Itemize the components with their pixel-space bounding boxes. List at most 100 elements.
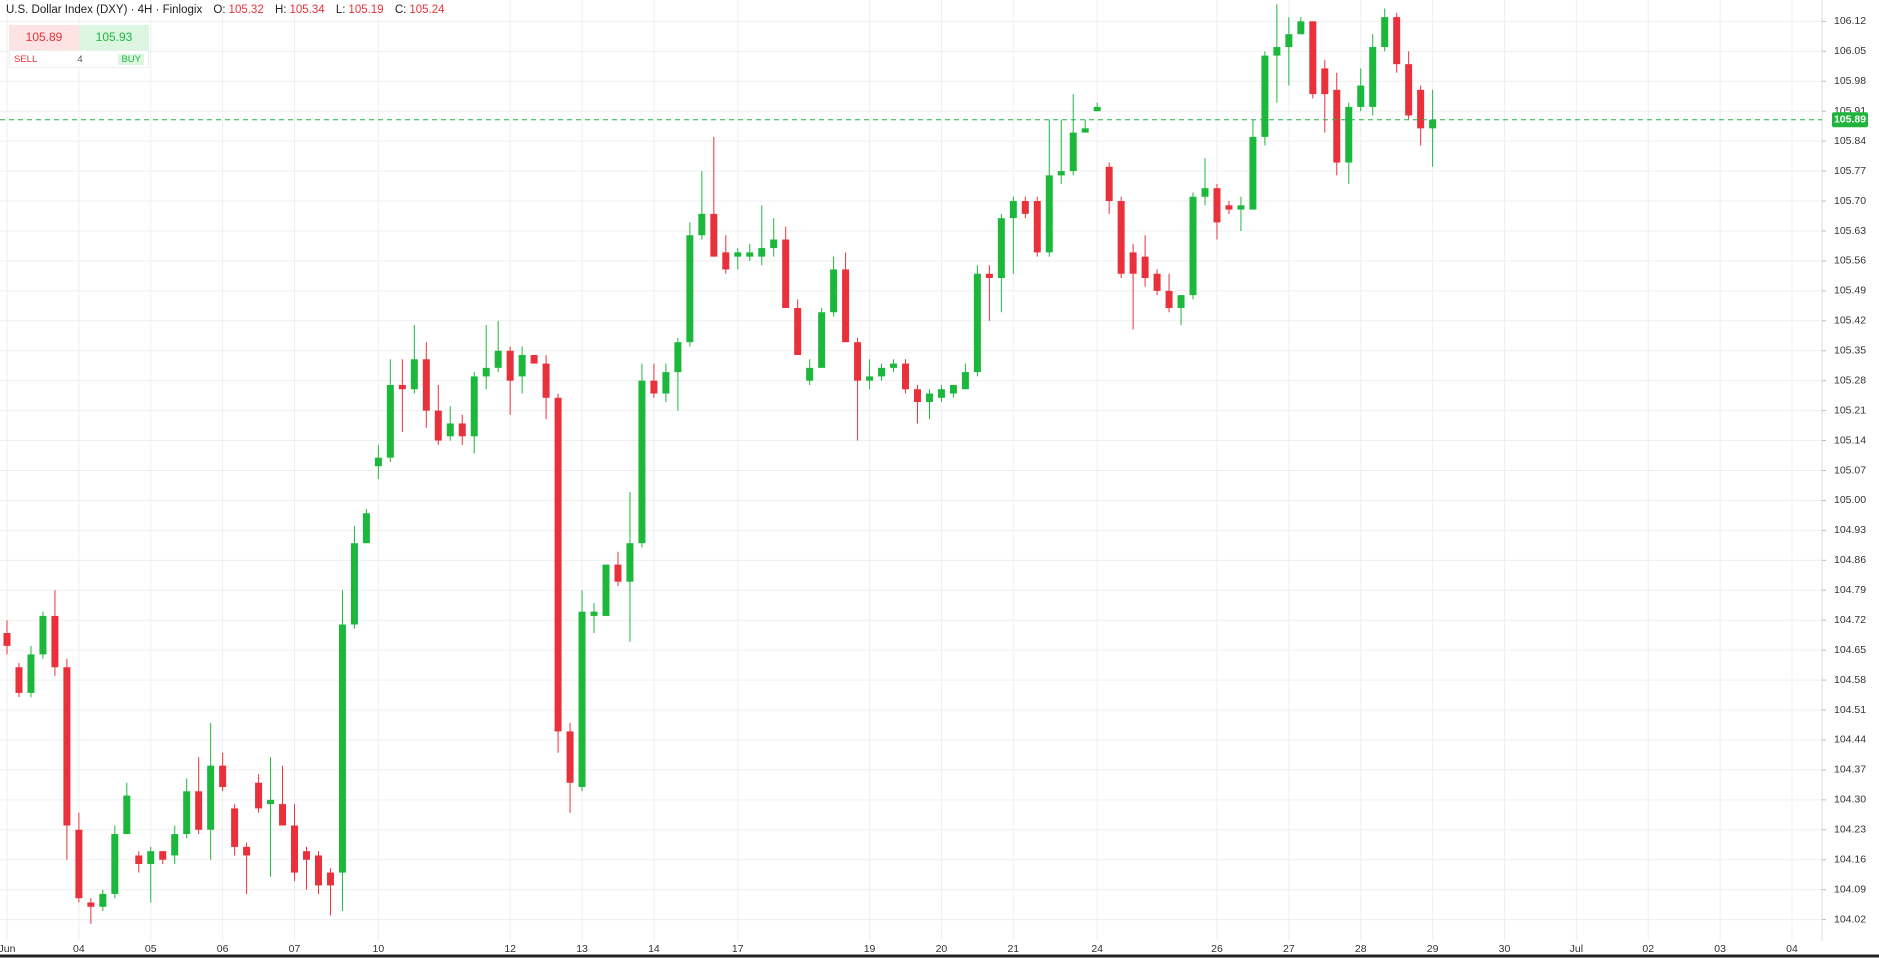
candle-body — [890, 363, 898, 368]
candle-body — [39, 615, 47, 655]
x-tick-label: 17 — [732, 943, 744, 955]
sell-button[interactable]: SELL — [14, 54, 38, 65]
x-tick-label: Jun — [0, 943, 16, 955]
candle-body — [1141, 256, 1149, 279]
candle-body — [794, 307, 802, 356]
candle-body — [422, 359, 430, 411]
candle-body — [410, 359, 418, 390]
candle-body — [961, 372, 969, 390]
candle-body — [878, 367, 886, 377]
candle-body — [219, 765, 227, 788]
candle-body — [973, 273, 981, 373]
candle-body — [434, 410, 442, 441]
ohlc-value: 105.34 — [289, 4, 325, 16]
candle-body — [195, 791, 203, 830]
y-tick-label: 104.09 — [1834, 883, 1866, 895]
candle-body — [1117, 201, 1125, 274]
y-tick-label: 104.51 — [1834, 704, 1866, 716]
candle-body — [1021, 201, 1029, 214]
candle-body — [135, 855, 143, 865]
candle-body — [710, 213, 718, 257]
candle-body — [614, 564, 622, 582]
x-tick-label: 19 — [864, 943, 876, 955]
candle-body — [722, 252, 730, 270]
buy-button[interactable]: BUY — [118, 54, 144, 65]
y-tick-label: 104.23 — [1834, 824, 1866, 836]
y-tick-label: 105.35 — [1834, 345, 1866, 357]
candle-body — [15, 667, 23, 693]
x-tick-label: 05 — [145, 943, 157, 955]
buy-price[interactable]: 105.93 — [79, 25, 149, 50]
candle-body — [1153, 273, 1161, 291]
x-tick-label: 04 — [1786, 943, 1798, 955]
x-tick-label: 03 — [1714, 943, 1726, 955]
candle-body — [446, 423, 454, 437]
y-tick-label: 104.93 — [1834, 524, 1866, 536]
last-price-tag — [1832, 112, 1868, 128]
candle-body — [949, 384, 957, 394]
candle-body — [99, 893, 107, 907]
candle-body — [1429, 119, 1437, 129]
candle-body — [255, 782, 263, 809]
y-tick-label: 105.07 — [1834, 464, 1866, 476]
candle-body — [1009, 201, 1017, 219]
candle-body — [842, 269, 850, 343]
candle-body — [566, 731, 574, 783]
y-tick-label: 105.56 — [1834, 255, 1866, 267]
y-tick-label: 105.42 — [1834, 315, 1866, 327]
x-tick-label: 12 — [504, 943, 516, 955]
candle-body — [1345, 106, 1353, 163]
y-tick-label: 104.37 — [1834, 764, 1866, 776]
y-tick-label: 104.65 — [1834, 644, 1866, 656]
x-tick-label: 21 — [1007, 943, 1019, 955]
candle-body — [386, 384, 394, 458]
candle-body — [303, 851, 310, 860]
y-tick-label: 104.30 — [1834, 794, 1866, 806]
candle-body — [1321, 68, 1329, 95]
y-tick-label: 104.58 — [1834, 674, 1866, 686]
x-tick-label: 20 — [936, 943, 948, 955]
candle-body — [530, 355, 538, 364]
x-tick-label: 04 — [73, 943, 85, 955]
y-tick-label: 105.98 — [1834, 75, 1866, 87]
candle-body — [1177, 295, 1185, 308]
candle-body — [913, 389, 921, 403]
candle-body — [686, 235, 694, 343]
candle-body — [1225, 205, 1233, 210]
x-tick-label: Jul — [1570, 943, 1583, 955]
ohlc-label: C: — [394, 4, 407, 16]
candle-body — [1069, 132, 1077, 172]
y-tick-label: 105.14 — [1834, 434, 1866, 446]
candle-body — [1273, 47, 1281, 56]
x-tick-label: 02 — [1642, 943, 1654, 955]
candle-body — [626, 543, 634, 582]
candle-body — [734, 252, 742, 257]
candle-body — [1081, 128, 1089, 133]
candle-body — [518, 355, 526, 377]
y-tick-label: 105.00 — [1834, 494, 1866, 506]
candle-body — [63, 667, 71, 826]
candle-body — [123, 795, 131, 835]
candle-body — [985, 273, 993, 279]
candle-body — [1393, 17, 1401, 65]
candle-body — [279, 804, 287, 826]
x-tick-label: 28 — [1355, 943, 1367, 955]
candle-body — [1249, 136, 1257, 210]
candle-body — [554, 397, 562, 732]
candle-body — [1369, 47, 1377, 107]
candle-body — [650, 380, 658, 394]
candle-body — [1105, 166, 1113, 202]
candle-body — [806, 367, 814, 381]
candle-body — [1237, 205, 1245, 210]
ohlc-label: H: — [274, 4, 287, 16]
chart-title: U.S. Dollar Index (DXY) · 4H · Finlogix — [6, 4, 203, 16]
y-tick-label: 105.28 — [1834, 374, 1866, 386]
candle-body — [1405, 64, 1413, 116]
candle-body — [159, 851, 167, 860]
ohlc-value: 105.19 — [348, 4, 384, 16]
candle-body — [1033, 201, 1041, 253]
candle-body — [1261, 55, 1269, 137]
candle-body — [590, 611, 598, 616]
sell-price[interactable]: 105.89 — [9, 25, 79, 50]
